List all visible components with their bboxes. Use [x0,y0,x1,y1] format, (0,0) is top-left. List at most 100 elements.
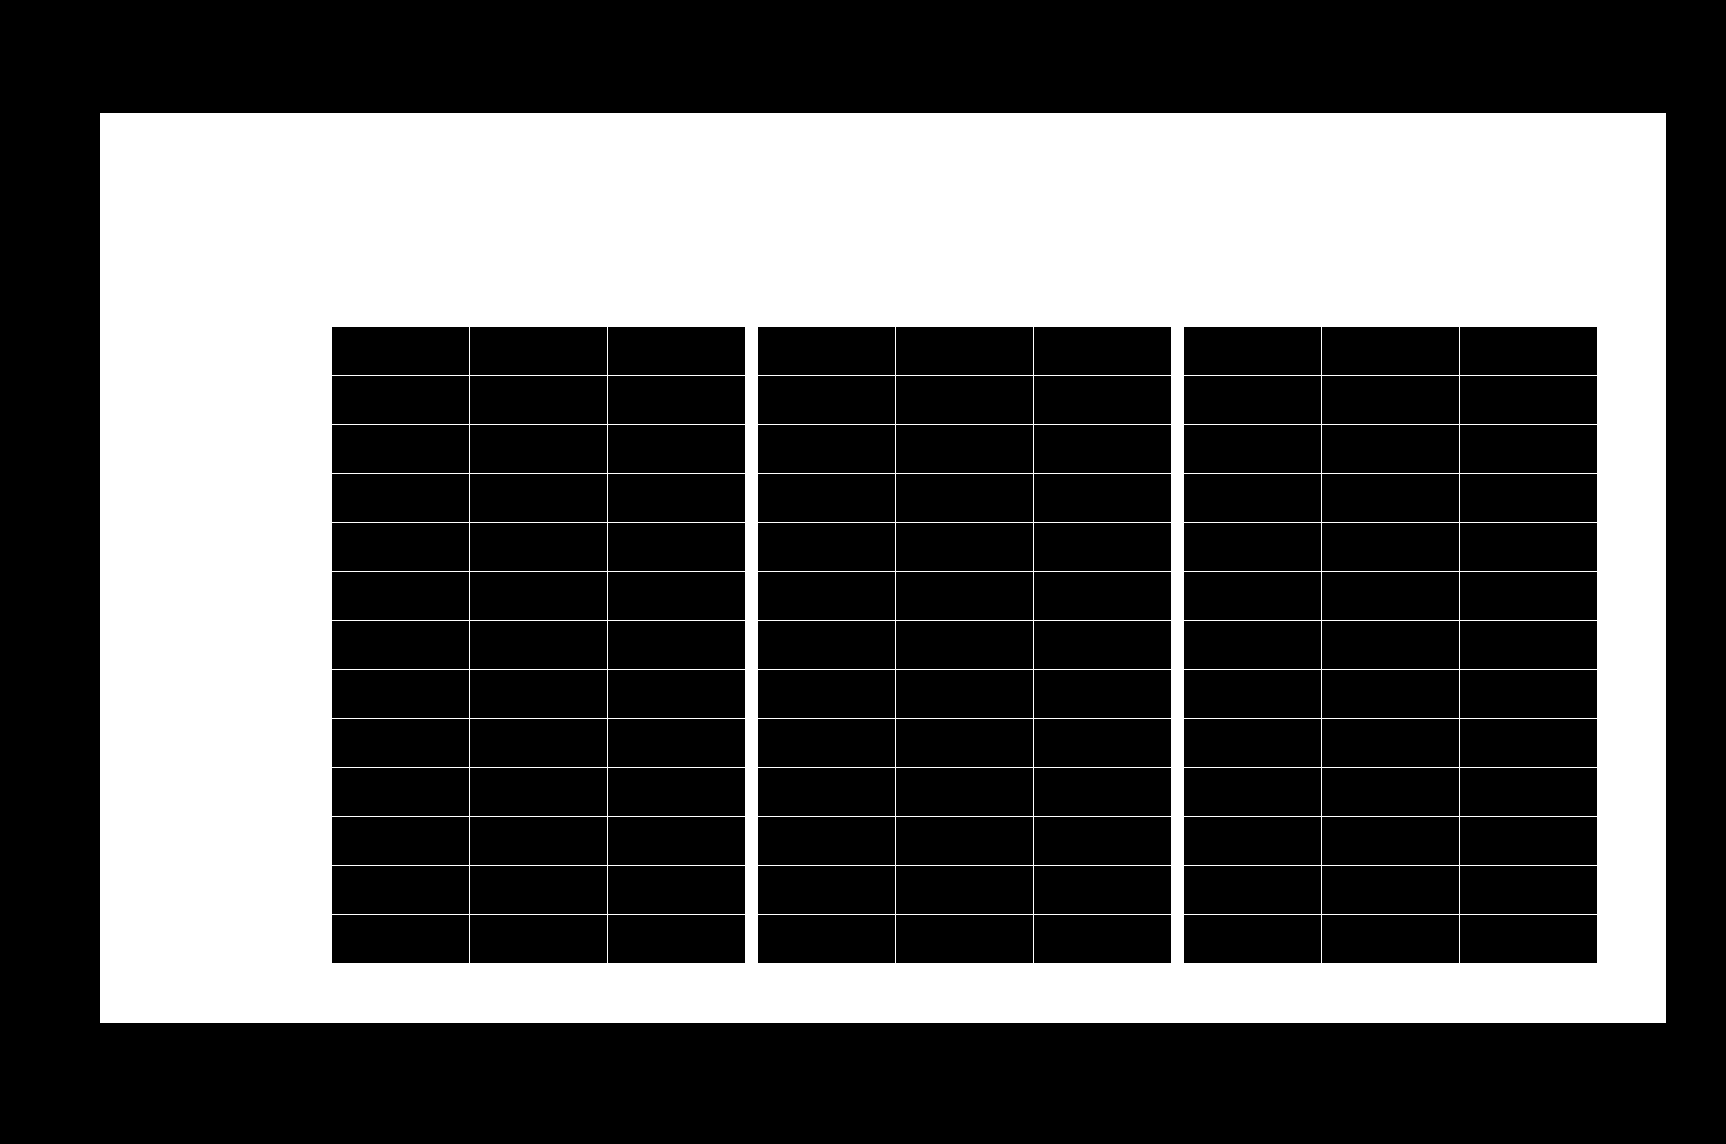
data-cell [470,523,608,572]
data-cell [470,719,608,768]
data-cell [896,768,1034,817]
data-table [100,113,1666,1023]
footer-cell [1322,964,1460,1023]
column-sub-header [758,173,896,327]
column-gap [1172,719,1184,768]
row-trailing-cell [1598,474,1666,523]
data-cell [332,425,470,474]
data-cell [332,817,470,866]
data-cell [1322,719,1460,768]
data-cell [1034,768,1172,817]
data-cell [332,621,470,670]
footer-cell [470,964,608,1023]
column-gap [1172,866,1184,915]
data-cell [758,866,896,915]
data-cell [608,425,746,474]
column-gap [1172,572,1184,621]
data-cell [758,376,896,425]
column-gap [1172,425,1184,474]
column-gap [1172,621,1184,670]
data-cell [1184,621,1322,670]
column-sub-header [1034,173,1172,327]
data-cell [758,670,896,719]
data-cell [1184,376,1322,425]
data-cell [1460,719,1598,768]
data-cell [332,327,470,376]
data-cell [1184,670,1322,719]
data-cell [608,915,746,964]
data-cell [1034,425,1172,474]
data-cell [470,572,608,621]
column-sub-header [608,173,746,327]
data-cell [332,768,470,817]
data-cell [758,719,896,768]
data-cell [1034,866,1172,915]
column-gap [746,327,758,376]
data-cell [1322,817,1460,866]
data-cell [470,915,608,964]
data-cell [470,621,608,670]
data-cell [1034,621,1172,670]
data-cell [1460,621,1598,670]
data-cell [470,817,608,866]
data-cell [332,719,470,768]
data-cell [332,915,470,964]
data-cell [332,523,470,572]
data-cell [1034,719,1172,768]
column-gap [1172,915,1184,964]
data-cell [1460,425,1598,474]
data-cell [1322,621,1460,670]
data-cell [608,474,746,523]
data-cell [1322,866,1460,915]
data-cell [332,670,470,719]
data-cell [1034,817,1172,866]
data-cell [608,621,746,670]
data-cell [896,621,1034,670]
row-trailing-cell [1598,376,1666,425]
column-gap [1172,817,1184,866]
page-background [0,0,1726,1144]
data-cell [1460,572,1598,621]
footer-cell [1598,964,1666,1023]
data-cell [758,425,896,474]
data-cell [1184,866,1322,915]
column-sub-header [1598,173,1666,327]
data-cell [608,327,746,376]
column-gap [1172,768,1184,817]
data-cell [470,768,608,817]
data-cell [332,866,470,915]
column-sub-header [1184,173,1322,327]
data-cell [896,915,1034,964]
column-gap [746,425,758,474]
footer-cell [1172,964,1184,1023]
data-cell [896,327,1034,376]
data-cell [1322,474,1460,523]
data-cell [1184,572,1322,621]
column-gap [746,621,758,670]
data-cell [896,523,1034,572]
column-sub-header [332,173,470,327]
column-gap [746,768,758,817]
data-cell [896,474,1034,523]
footer-cell [1460,964,1598,1023]
row-trailing-cell [1598,768,1666,817]
column-group-header [1184,114,1598,173]
data-cell [608,572,746,621]
data-cell [1034,523,1172,572]
data-cell [470,670,608,719]
data-cell [1460,523,1598,572]
data-cell [896,719,1034,768]
header-stub [101,114,332,327]
column-sub-header [1322,173,1460,327]
data-cell [1322,915,1460,964]
data-cell [1322,670,1460,719]
data-cell [332,376,470,425]
data-cell [758,817,896,866]
data-cell [758,621,896,670]
data-cell [1034,474,1172,523]
row-trailing-cell [1598,327,1666,376]
data-cell [608,817,746,866]
column-gap [1172,114,1184,327]
column-gap [746,474,758,523]
data-cell [1322,327,1460,376]
